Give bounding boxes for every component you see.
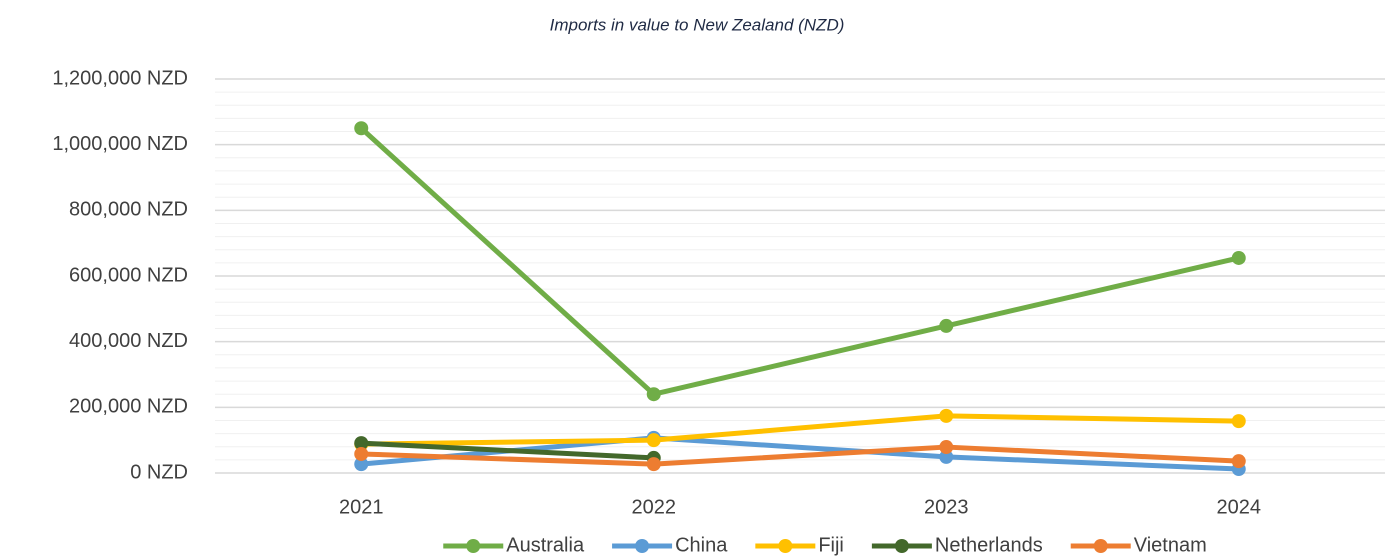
y-tick-label: 800,000 NZD — [69, 199, 188, 221]
y-tick-label: 400,000 NZD — [69, 330, 188, 352]
legend-label: Netherlands — [935, 534, 1043, 556]
x-tick-label: 2024 — [1217, 496, 1262, 518]
legend-marker — [635, 539, 650, 553]
y-tick-label: 600,000 NZD — [69, 264, 188, 286]
legend-marker — [466, 539, 481, 553]
series-line — [359, 126, 1240, 397]
legend-label: Fiji — [818, 534, 844, 556]
data-point — [939, 408, 954, 423]
legend-item: Vietnam — [1070, 534, 1207, 556]
data-point — [1231, 414, 1246, 429]
data-point — [354, 121, 369, 136]
legend-label: Australia — [506, 534, 585, 556]
legend-label: Vietnam — [1134, 534, 1207, 556]
y-tick-label: 0 NZD — [130, 461, 188, 483]
data-point — [1231, 250, 1246, 265]
y-tick-label: 1,200,000 NZD — [52, 67, 188, 89]
legend-label: China — [675, 534, 728, 556]
x-tick-label: 2023 — [924, 496, 969, 518]
data-point — [939, 449, 954, 464]
x-tick-label: 2021 — [339, 496, 384, 518]
legend-item: China — [612, 534, 728, 556]
chart-title: Imports in value to New Zealand (NZD) — [550, 15, 845, 34]
legend-item: Netherlands — [871, 534, 1043, 556]
y-tick-label: 1,000,000 NZD — [52, 133, 188, 155]
data-point — [354, 436, 369, 451]
legend-marker — [778, 539, 793, 553]
data-point — [1231, 454, 1246, 469]
data-point — [646, 387, 661, 402]
legend-item: Australia — [443, 534, 585, 556]
legend-item: Fiji — [755, 534, 844, 556]
y-tick-label: 200,000 NZD — [69, 396, 188, 418]
legend-marker — [1093, 539, 1108, 553]
data-point — [646, 457, 661, 472]
data-point — [354, 457, 369, 472]
data-point — [646, 433, 661, 448]
data-point — [939, 440, 954, 455]
series-line — [361, 440, 654, 461]
x-tick-label: 2022 — [632, 496, 677, 518]
data-point — [354, 446, 369, 461]
legend-marker — [894, 539, 909, 553]
data-point — [939, 318, 954, 333]
series-line — [361, 444, 1239, 467]
series-line — [361, 413, 1239, 447]
